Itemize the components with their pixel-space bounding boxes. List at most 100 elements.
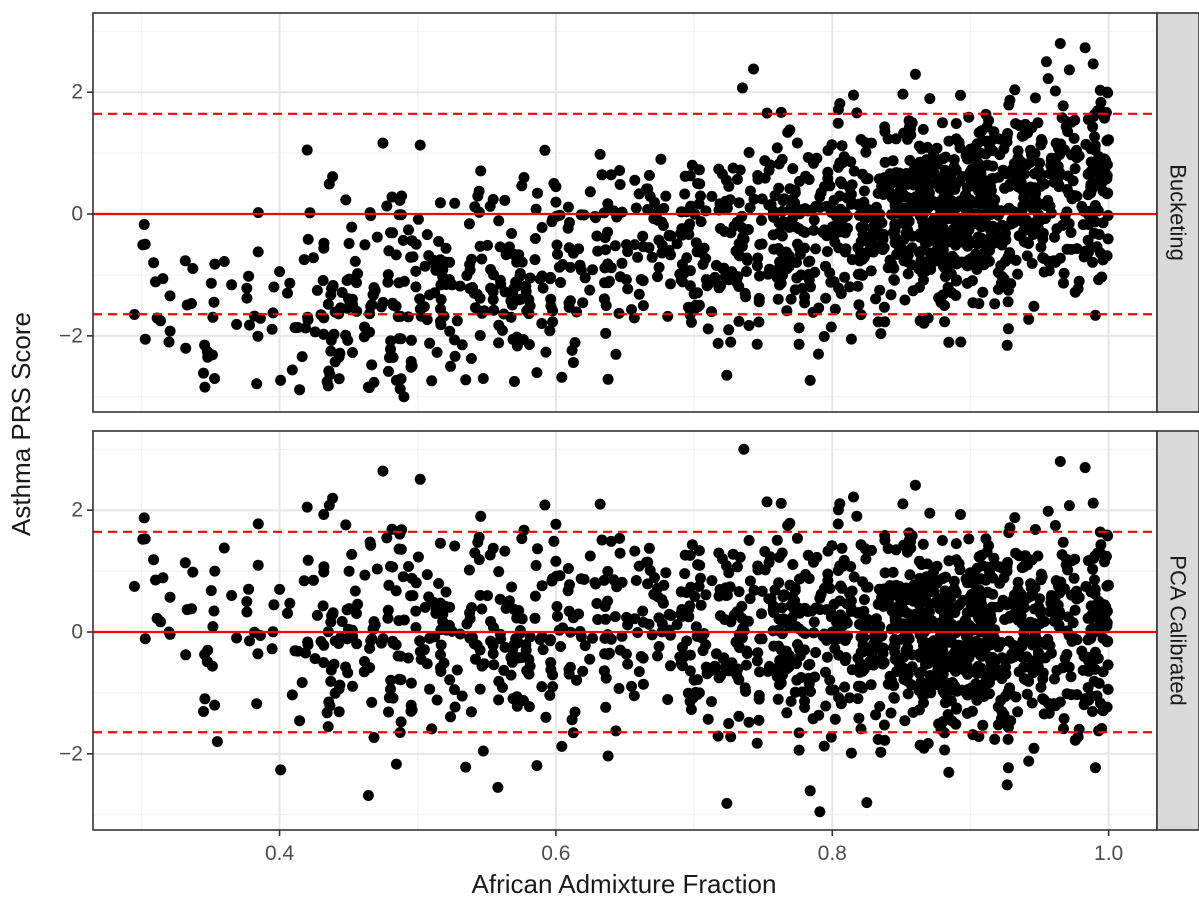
scatter-point	[676, 604, 688, 615]
scatter-point	[1021, 214, 1033, 226]
scatter-point	[1058, 267, 1070, 279]
scatter-point	[818, 331, 830, 342]
scatter-point	[424, 683, 436, 695]
scatter-point	[1017, 200, 1029, 212]
scatter-point	[1012, 584, 1024, 596]
scatter-point	[368, 732, 380, 743]
scatter-point	[614, 179, 626, 190]
scatter-point	[556, 371, 568, 383]
scatter-point	[157, 273, 169, 285]
scatter-point	[493, 319, 505, 331]
scatter-point	[733, 640, 745, 652]
scatter-point	[754, 270, 765, 282]
scatter-point	[1038, 708, 1050, 720]
scatter-point	[487, 640, 499, 651]
scatter-point	[888, 274, 900, 286]
scatter-point	[950, 538, 962, 550]
scatter-point	[725, 731, 737, 743]
scatter-point	[342, 667, 354, 679]
scatter-point	[642, 204, 654, 215]
scatter-point	[465, 706, 477, 718]
scatter-point	[1095, 96, 1107, 108]
scatter-point	[939, 237, 950, 249]
scatter-point	[902, 546, 913, 558]
scatter-point	[966, 163, 978, 175]
scatter-point	[771, 534, 783, 546]
scatter-point	[1028, 300, 1040, 312]
scatter-point	[1023, 313, 1035, 325]
scatter-point	[957, 663, 969, 675]
scatter-point	[539, 499, 551, 511]
scatter-point	[771, 142, 783, 154]
scatter-point	[743, 534, 755, 546]
scatter-point	[396, 190, 408, 202]
scatter-point	[761, 496, 773, 508]
scatter-point	[381, 200, 393, 212]
scatter-point	[764, 551, 776, 563]
scatter-point	[971, 690, 983, 702]
scatter-point	[208, 605, 220, 617]
scatter-point	[663, 229, 675, 241]
scatter-point	[198, 706, 209, 717]
scatter-point	[329, 687, 341, 699]
scatter-point	[979, 685, 991, 697]
scatter-point	[520, 285, 532, 297]
scatter-point	[405, 677, 417, 689]
scatter-point	[1042, 73, 1054, 85]
scatter-point	[653, 234, 665, 246]
scatter-point	[1067, 617, 1079, 629]
scatter-point	[660, 190, 672, 202]
scatter-point	[981, 586, 993, 598]
scatter-point	[207, 621, 219, 633]
scatter-point	[748, 193, 760, 205]
scatter-point	[753, 689, 765, 701]
scatter-point	[694, 178, 706, 190]
scatter-point	[418, 301, 430, 313]
scatter-point	[691, 246, 703, 258]
scatter-point	[318, 242, 330, 254]
scatter-point	[736, 82, 748, 94]
scatter-point	[139, 333, 151, 345]
scatter-point	[676, 641, 688, 653]
scatter-point	[208, 296, 220, 308]
scatter-point	[963, 254, 975, 266]
scatter-point	[924, 93, 936, 105]
scatter-point	[924, 507, 936, 519]
scatter-point	[725, 336, 737, 348]
scatter-point	[362, 790, 374, 801]
scatter-point	[1102, 683, 1114, 695]
scatter-point	[1018, 192, 1030, 204]
scatter-point	[333, 706, 345, 718]
scatter-point	[679, 188, 691, 200]
scatter-point	[814, 592, 826, 604]
scatter-point	[439, 600, 451, 612]
scatter-point	[349, 585, 361, 597]
scatter-point	[616, 630, 628, 642]
scatter-point	[296, 351, 308, 363]
scatter-point	[899, 213, 911, 224]
scatter-point	[721, 369, 733, 381]
scatter-point	[1101, 617, 1113, 629]
scatter-point	[902, 133, 913, 145]
scatter-point	[1035, 180, 1046, 192]
scatter-point	[792, 639, 803, 650]
scatter-point	[677, 660, 689, 672]
scatter-point	[534, 273, 546, 285]
scatter-point	[243, 270, 255, 282]
scatter-point	[879, 567, 891, 579]
scatter-point	[508, 603, 520, 615]
scatter-point	[629, 545, 641, 557]
scatter-point	[975, 573, 987, 585]
scatter-point	[920, 594, 932, 606]
scatter-point	[403, 224, 414, 236]
scatter-point	[1086, 657, 1098, 669]
scatter-point	[804, 658, 816, 670]
scatter-point	[252, 518, 264, 530]
scatter-point	[335, 632, 346, 643]
scatter-point	[1062, 564, 1074, 576]
scatter-point	[562, 585, 574, 597]
scatter-point	[753, 292, 765, 304]
x-tick-label: 0.8	[818, 842, 847, 865]
scatter-point	[825, 321, 837, 333]
scatter-point	[751, 338, 763, 350]
